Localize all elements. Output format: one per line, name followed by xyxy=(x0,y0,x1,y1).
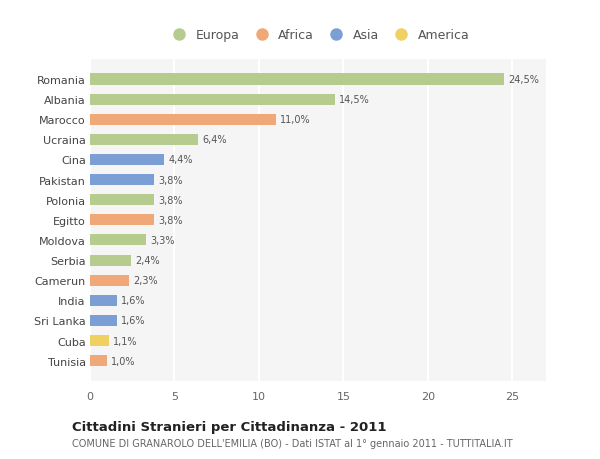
Text: 24,5%: 24,5% xyxy=(508,75,539,85)
Bar xyxy=(90,355,107,366)
Bar xyxy=(90,335,109,346)
Text: 1,1%: 1,1% xyxy=(113,336,137,346)
Bar xyxy=(90,155,164,166)
Bar xyxy=(90,255,131,266)
Bar xyxy=(90,74,504,85)
Text: 6,4%: 6,4% xyxy=(202,135,227,145)
Text: 3,3%: 3,3% xyxy=(150,235,175,246)
Text: 3,8%: 3,8% xyxy=(158,195,183,205)
Bar xyxy=(90,174,154,186)
Text: 11,0%: 11,0% xyxy=(280,115,311,125)
Bar xyxy=(90,215,154,226)
Bar xyxy=(90,95,335,106)
Bar xyxy=(90,315,117,326)
Bar xyxy=(90,235,146,246)
Bar xyxy=(90,195,154,206)
Text: 4,4%: 4,4% xyxy=(169,155,193,165)
Text: 14,5%: 14,5% xyxy=(339,95,370,105)
Text: 1,0%: 1,0% xyxy=(111,356,136,366)
Text: 3,8%: 3,8% xyxy=(158,215,183,225)
Bar xyxy=(90,114,276,125)
Text: 3,8%: 3,8% xyxy=(158,175,183,185)
Bar xyxy=(90,134,198,146)
Bar xyxy=(90,295,117,306)
Bar xyxy=(90,275,129,286)
Text: 1,6%: 1,6% xyxy=(121,296,146,306)
Legend: Europa, Africa, Asia, America: Europa, Africa, Asia, America xyxy=(161,24,475,47)
Text: Cittadini Stranieri per Cittadinanza - 2011: Cittadini Stranieri per Cittadinanza - 2… xyxy=(72,420,386,433)
Text: COMUNE DI GRANAROLO DELL'EMILIA (BO) - Dati ISTAT al 1° gennaio 2011 - TUTTITALI: COMUNE DI GRANAROLO DELL'EMILIA (BO) - D… xyxy=(72,438,512,448)
Text: 2,4%: 2,4% xyxy=(135,256,160,265)
Text: 1,6%: 1,6% xyxy=(121,316,146,326)
Text: 2,3%: 2,3% xyxy=(133,275,158,285)
